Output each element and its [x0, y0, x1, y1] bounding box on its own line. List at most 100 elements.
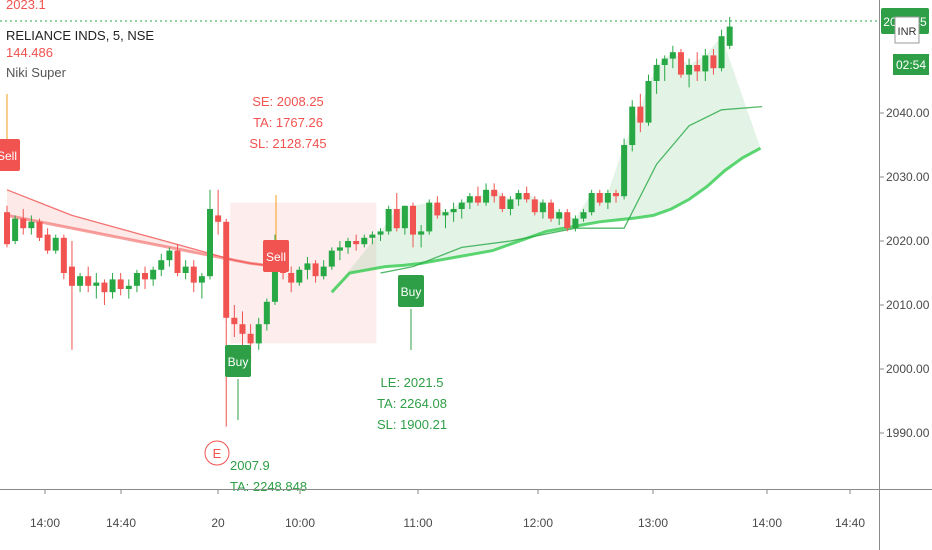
candle-body[interactable] — [117, 279, 124, 289]
candle-body[interactable] — [133, 273, 140, 286]
candle-body[interactable] — [458, 202, 465, 209]
candles-layer[interactable] — [4, 17, 733, 427]
signal-badge[interactable] — [0, 139, 20, 171]
candle-body[interactable] — [353, 241, 360, 245]
candle-body[interactable] — [523, 193, 530, 200]
candle-body[interactable] — [231, 317, 238, 325]
candle-body[interactable] — [312, 263, 319, 277]
candle-body[interactable] — [328, 250, 335, 267]
candle-body[interactable] — [483, 189, 490, 203]
candle-body[interactable] — [36, 221, 43, 238]
candle-body[interactable] — [77, 276, 84, 286]
candle-body[interactable] — [239, 324, 246, 334]
candle-body[interactable] — [150, 269, 157, 280]
candle-body[interactable] — [718, 36, 725, 69]
candle-body[interactable] — [393, 209, 400, 229]
candle-body[interactable] — [491, 189, 498, 197]
candle-body[interactable] — [271, 253, 278, 302]
candle-body[interactable] — [385, 209, 392, 232]
price-axis[interactable]: 1990.00 2000.00 2010.00 2020.00 2030.00 2040.… — [879, 106, 930, 440]
candle-body[interactable] — [85, 276, 92, 286]
candle-body[interactable] — [442, 212, 449, 216]
candle-body[interactable] — [125, 285, 132, 289]
candle-body[interactable] — [450, 209, 457, 213]
candle-body[interactable] — [109, 279, 116, 293]
candle-body[interactable] — [207, 209, 213, 277]
candle-body[interactable] — [101, 282, 108, 293]
candle-body[interactable] — [710, 55, 717, 69]
candle-body[interactable] — [556, 212, 563, 219]
candle-body[interactable] — [702, 55, 709, 72]
candle-body[interactable] — [474, 196, 481, 203]
time-axis[interactable]: 14:00 14:40 20 10:00 11:00 12:00 13:00 14:00 14:… — [30, 489, 865, 530]
signal-badge[interactable] — [398, 275, 424, 307]
candle-body[interactable] — [304, 263, 311, 270]
candle-body[interactable] — [263, 301, 270, 325]
candle-body[interactable] — [677, 52, 684, 75]
candle-body[interactable] — [44, 234, 51, 251]
candle-body[interactable] — [28, 221, 35, 229]
candle-body[interactable] — [629, 106, 636, 145]
candle-body[interactable] — [198, 276, 205, 283]
candle-body[interactable] — [686, 65, 693, 75]
candle-body[interactable] — [613, 193, 619, 197]
candle-body[interactable] — [645, 81, 652, 123]
candle-body[interactable] — [418, 231, 425, 235]
candle-body[interactable] — [174, 250, 181, 273]
currency-button[interactable] — [894, 16, 920, 44]
candle-body[interactable] — [539, 202, 546, 213]
candle-body[interactable] — [68, 266, 75, 286]
candle-body[interactable] — [466, 196, 473, 203]
candle-body[interactable] — [426, 202, 433, 232]
candle-body[interactable] — [637, 106, 644, 123]
candle-body[interactable] — [52, 237, 59, 251]
candle-body[interactable] — [669, 52, 676, 59]
candle-body[interactable] — [410, 205, 416, 235]
candle-body[interactable] — [247, 333, 254, 344]
candle-body[interactable] — [223, 221, 230, 318]
candle-body[interactable] — [661, 58, 668, 65]
candle-body[interactable] — [215, 215, 222, 222]
candle-body[interactable] — [345, 241, 352, 248]
candle-body[interactable] — [572, 218, 579, 229]
candle-body[interactable] — [499, 196, 506, 209]
candle-body[interactable] — [12, 218, 19, 241]
buy-zone-fill — [331, 36, 761, 293]
signal-badge[interactable] — [225, 345, 251, 377]
candle-body[interactable] — [531, 199, 538, 213]
candle-body[interactable] — [401, 205, 408, 229]
candle-body[interactable] — [596, 193, 603, 203]
candle-body[interactable] — [621, 145, 628, 197]
candle-body[interactable] — [288, 273, 295, 283]
candle-body[interactable] — [296, 269, 303, 283]
exit-marker[interactable] — [204, 440, 230, 466]
candle-body[interactable] — [93, 282, 100, 286]
candle-body[interactable] — [588, 193, 595, 213]
candle-body[interactable] — [182, 266, 189, 273]
candle-body[interactable] — [726, 26, 733, 46]
candle-body[interactable] — [166, 250, 173, 261]
candle-body[interactable] — [60, 237, 67, 273]
candle-body[interactable] — [377, 231, 384, 235]
candle-body[interactable] — [694, 65, 701, 72]
candle-body[interactable] — [255, 324, 262, 344]
candle-body[interactable] — [515, 193, 522, 200]
candle-body[interactable] — [507, 199, 514, 209]
candle-body[interactable] — [158, 260, 165, 270]
candle-body[interactable] — [434, 202, 441, 216]
candle-body[interactable] — [604, 193, 611, 203]
candle-body[interactable] — [142, 273, 149, 280]
candle-body[interactable] — [190, 266, 197, 283]
candle-body[interactable] — [580, 212, 587, 219]
candle-body[interactable] — [548, 202, 555, 219]
candle-body[interactable] — [369, 234, 376, 238]
candle-body[interactable] — [653, 65, 660, 81]
candle-body[interactable] — [20, 218, 27, 229]
candle-body[interactable] — [320, 266, 327, 277]
candle-body[interactable] — [336, 247, 343, 251]
signal-badge[interactable] — [263, 240, 289, 272]
candle-body[interactable] — [361, 237, 368, 245]
candle-body[interactable] — [564, 212, 571, 229]
candle-body[interactable] — [4, 212, 10, 245]
